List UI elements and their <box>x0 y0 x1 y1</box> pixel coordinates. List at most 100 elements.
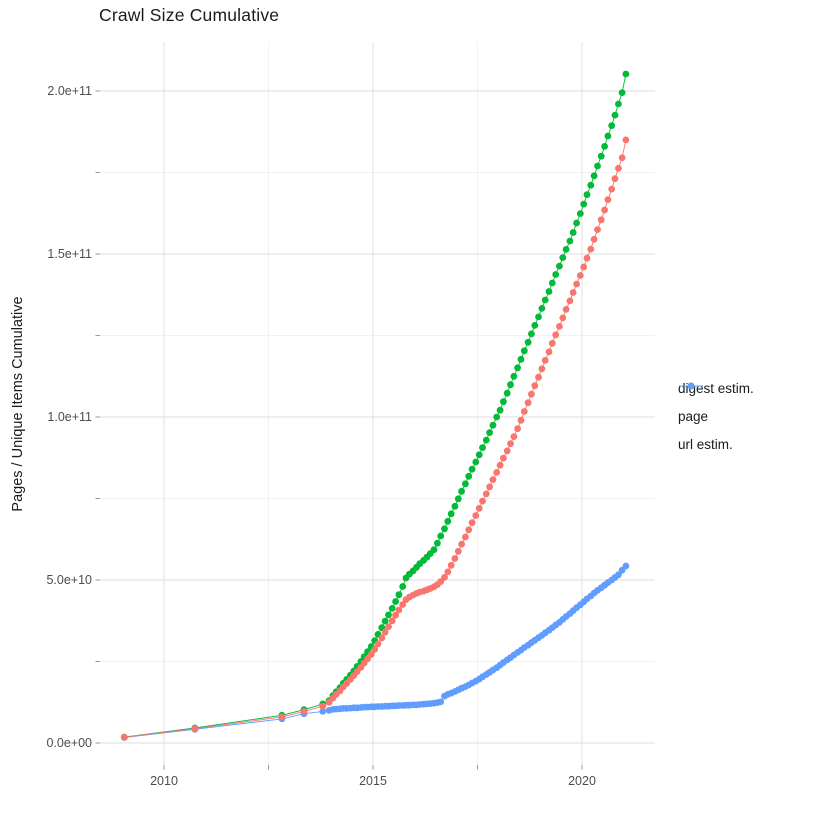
data-point-digest-estim- <box>395 606 403 614</box>
data-point-digest-estim- <box>520 408 528 415</box>
data-point-page <box>604 132 612 140</box>
y-tick-label-5e10: 5.0e+10 <box>46 573 92 587</box>
legend-label-url: url estim. <box>678 436 733 452</box>
data-point-digest-estim- <box>475 504 483 512</box>
data-point-digest-estim- <box>531 382 539 390</box>
data-point-page <box>462 480 469 488</box>
x-tick-label-2015: 2015 <box>359 774 387 788</box>
data-point-digest-estim- <box>319 702 327 710</box>
chart-title: Crawl Size Cumulative <box>99 5 280 25</box>
data-point-page <box>587 181 595 189</box>
data-point-page <box>618 89 626 96</box>
data-point-page <box>395 591 403 599</box>
data-point-digest-estim- <box>615 164 622 172</box>
data-point-digest-estim- <box>447 561 455 569</box>
data-point-digest-estim- <box>538 365 546 373</box>
data-point-digest-estim- <box>465 526 473 534</box>
data-point-page <box>486 429 493 436</box>
data-point-page <box>517 355 525 363</box>
data-point-page <box>569 229 577 236</box>
y-tick-label-1.5e11: 1.5e+11 <box>47 247 92 261</box>
data-point-page <box>385 611 392 619</box>
legend-label-page: page <box>678 408 709 424</box>
data-point-page <box>444 517 452 525</box>
data-point-digest-estim- <box>548 339 556 347</box>
data-point-digest-estim- <box>535 373 542 381</box>
data-point-page <box>556 262 563 270</box>
data-point-digest-estim- <box>392 611 399 619</box>
data-point-page <box>528 330 535 338</box>
data-point-digest-estim- <box>618 154 626 162</box>
data-point-url-estim- <box>319 708 327 715</box>
data-point-page <box>388 605 396 612</box>
data-point-digest-estim- <box>604 196 612 204</box>
data-point-page <box>608 122 616 129</box>
data-point-digest-estim- <box>601 206 608 214</box>
data-point-page <box>510 372 518 380</box>
data-point-digest-estim- <box>462 533 469 541</box>
data-point-digest-estim- <box>191 725 199 733</box>
data-point-digest-estim- <box>451 555 459 562</box>
data-point-page <box>531 322 539 329</box>
y-tick-label-0: 0.0e+00 <box>46 736 92 750</box>
data-point-digest-estim- <box>569 289 577 296</box>
data-point-digest-estim- <box>510 433 518 440</box>
data-point-page <box>458 487 465 495</box>
data-point-page <box>451 502 459 510</box>
data-point-page <box>559 254 567 261</box>
data-point-digest-estim- <box>517 416 525 424</box>
data-point-digest-estim- <box>500 454 507 462</box>
x-tick-label-2020: 2020 <box>568 774 596 788</box>
data-point-digest-estim- <box>496 461 504 469</box>
data-point-page <box>520 347 528 355</box>
data-point-digest-estim- <box>580 263 588 271</box>
data-point-page <box>503 389 511 397</box>
data-point-digest-estim- <box>367 650 375 658</box>
data-point-digest-estim- <box>545 348 553 356</box>
data-point-page <box>524 338 532 346</box>
data-point-digest-estim- <box>594 226 601 234</box>
data-point-page <box>597 152 605 160</box>
data-point-url-estim- <box>615 571 622 579</box>
data-point-digest-estim- <box>441 574 448 581</box>
legend-item-page: page <box>678 382 754 426</box>
legend-key-url-icon <box>679 382 703 390</box>
data-point-page <box>548 279 556 287</box>
data-point-digest-estim- <box>364 655 371 663</box>
data-point-digest-estim- <box>278 713 286 721</box>
data-point-digest-estim- <box>472 512 480 519</box>
data-point-page <box>507 381 514 389</box>
data-point-digest-estim- <box>566 297 574 305</box>
legend: digest estim. page url estim. <box>678 378 754 454</box>
data-point-page <box>562 246 570 253</box>
data-point-digest-estim- <box>486 483 493 491</box>
data-point-page <box>615 100 622 108</box>
data-point-page <box>594 162 601 170</box>
data-point-digest-estim- <box>482 490 490 498</box>
data-point-page <box>622 70 630 78</box>
data-point-digest-estim- <box>573 280 580 288</box>
data-point-page <box>541 296 549 304</box>
data-point-digest-estim- <box>507 440 514 448</box>
data-point-page <box>482 436 490 444</box>
data-point-page <box>590 172 598 180</box>
data-point-digest-estim- <box>479 497 486 505</box>
data-point-page <box>447 510 455 518</box>
data-point-page <box>479 444 486 451</box>
data-point-page <box>611 111 619 119</box>
y-axis-title: Pages / Unique Items Cumulative <box>10 296 26 512</box>
data-point-digest-estim- <box>378 634 386 642</box>
data-point-page <box>514 364 521 372</box>
data-point-page <box>468 465 476 473</box>
data-point-digest-estim- <box>454 547 462 555</box>
data-point-page <box>399 583 407 590</box>
data-point-digest-estim- <box>583 254 591 262</box>
data-point-digest-estim- <box>385 623 392 630</box>
data-point-digest-estim- <box>458 540 465 548</box>
data-point-digest-estim- <box>590 235 598 243</box>
legend-label-digest: digest estim. <box>678 380 754 396</box>
data-point-digest-estim- <box>514 425 521 433</box>
data-point-digest-estim- <box>468 519 476 526</box>
data-point-page <box>496 406 504 414</box>
